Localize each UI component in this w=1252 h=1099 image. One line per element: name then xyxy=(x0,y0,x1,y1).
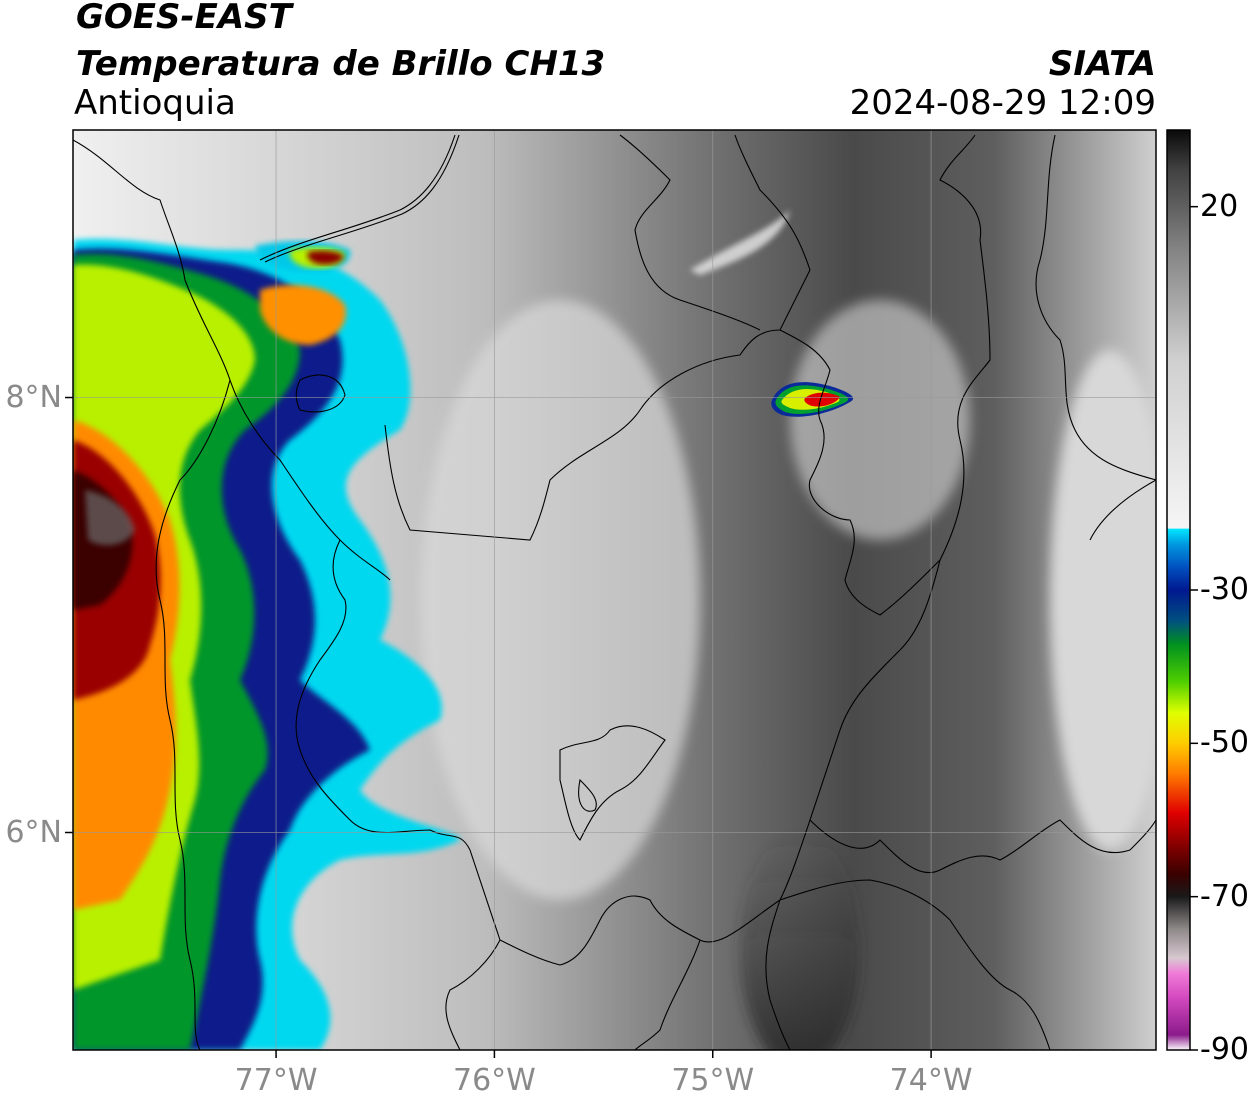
colorbar-segment-4 xyxy=(1167,927,1190,959)
lon-tick-label: 76°W xyxy=(452,1063,536,1098)
satellite-imagery xyxy=(73,130,1156,1050)
colorbar-segment-19 xyxy=(1167,527,1190,530)
colorbar-segment-13 xyxy=(1167,643,1190,683)
colorbar-segment-5 xyxy=(1167,896,1190,928)
map-frame xyxy=(72,129,1157,1051)
colorbar-segment-10 xyxy=(1167,743,1190,775)
colorbar-segment-0 xyxy=(1167,1034,1190,1051)
colorbar-tick-marks xyxy=(1190,205,1198,1051)
colorbar-segment-9 xyxy=(1167,774,1190,813)
agency-label: SIATA xyxy=(1048,44,1156,84)
colorbar-tick-label: -90 xyxy=(1200,1032,1249,1067)
datetime-label: 2024-08-29 12:09 xyxy=(849,83,1156,123)
colorbar-segment-16 xyxy=(1167,567,1190,591)
colorbar-segment-7 xyxy=(1167,843,1190,875)
latitude-tick-marks xyxy=(65,396,73,834)
satellite-title: GOES-EAST xyxy=(76,0,292,37)
product-title: Temperatura de Brillo CH13 xyxy=(76,44,606,84)
longitude-tick-marks xyxy=(275,1050,932,1058)
colorbar-segment-15 xyxy=(1167,590,1190,622)
lon-tick-label: 77°W xyxy=(234,1063,318,1098)
colorbar-tick-label: 20 xyxy=(1200,188,1239,224)
colorbar-tick-label: -50 xyxy=(1200,725,1249,761)
colorbar-segment-12 xyxy=(1167,682,1190,714)
colorbar-segment-11 xyxy=(1167,712,1190,744)
region-subtitle: Antioquia xyxy=(74,83,236,123)
colorbar-segment-20 xyxy=(1167,360,1190,529)
colorbar-segment-14 xyxy=(1167,620,1190,645)
colorbar-segment-2 xyxy=(1167,973,1190,997)
colorbar xyxy=(1167,130,1190,1051)
colorbar-segment-6 xyxy=(1167,873,1190,898)
coastline-and-borders xyxy=(73,134,1156,1050)
graticule xyxy=(73,130,1156,1050)
colorbar-tick-label: -30 xyxy=(1200,572,1249,607)
lat-tick-label: 6°N xyxy=(5,814,62,850)
colorbar-tick-label: -70 xyxy=(1200,878,1249,914)
colorbar-segment-8 xyxy=(1167,812,1190,844)
lon-tick-label: 75°W xyxy=(671,1063,755,1098)
colorbar-segment-21 xyxy=(1167,245,1190,361)
lon-tick-label: 74°W xyxy=(889,1063,973,1098)
colorbar-segment-3 xyxy=(1167,958,1190,974)
colorbar-segment-22 xyxy=(1167,168,1190,246)
convective-cloud-band xyxy=(73,238,854,1050)
colorbar-segment-23 xyxy=(1167,130,1190,169)
colorbar-segment-1 xyxy=(1167,996,1190,1036)
lat-tick-label: 8°N xyxy=(5,379,62,415)
colorbar-segment-18 xyxy=(1167,528,1190,545)
colorbar-segment-17 xyxy=(1167,544,1190,568)
